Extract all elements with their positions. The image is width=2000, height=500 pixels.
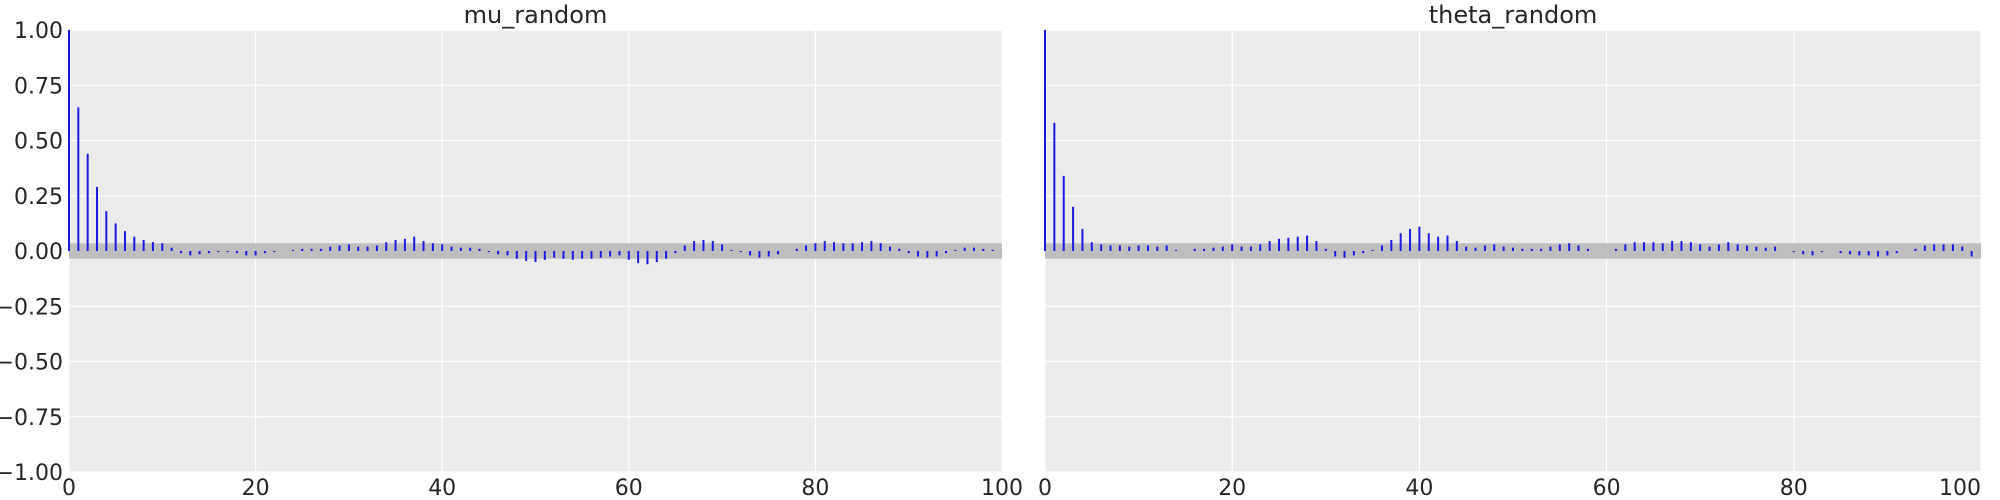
x-tick-labels: 0 20 40 60 80 100: [1038, 476, 1981, 500]
y-tick-label: −0.50: [0, 351, 63, 376]
x-tick-labels: 0 20 40 60 80 100: [62, 476, 1023, 500]
x-tick-label: 0: [62, 476, 76, 500]
panel-mu-random: 1.00 0.75 0.50 0.25 0.00 −0.25 −0.50 −0.75 −1.00…: [0, 1, 1023, 500]
y-tick-label: −0.75: [0, 406, 63, 431]
y-tick-label: 0.75: [14, 74, 63, 99]
x-tick-label: 20: [242, 476, 270, 500]
x-tick-label: 100: [1939, 476, 1981, 500]
x-tick-label: 60: [615, 476, 643, 500]
y-tick-label: 0.00: [14, 240, 63, 265]
x-tick-label: 40: [428, 476, 456, 500]
x-tick-label: 40: [1405, 476, 1433, 500]
y-tick-label: −1.00: [0, 461, 63, 486]
acf-bars: [68, 30, 994, 265]
x-tick-label: 20: [1218, 476, 1246, 500]
panel-title: mu_random: [464, 1, 608, 29]
y-tick-label: −0.25: [0, 295, 63, 320]
x-tick-label: 0: [1038, 476, 1052, 500]
panel-theta-random: 0 20 40 60 80 100 theta_random: [1038, 1, 1982, 500]
acf-bars: [1044, 30, 1973, 258]
x-tick-label: 80: [1780, 476, 1808, 500]
y-tick-labels: 1.00 0.75 0.50 0.25 0.00 −0.25 −0.50 −0.75 −1.00: [0, 19, 63, 486]
x-tick-label: 60: [1593, 476, 1621, 500]
y-tick-label: 0.50: [14, 130, 63, 155]
x-tick-label: 100: [981, 476, 1023, 500]
y-tick-label: 1.00: [14, 19, 63, 44]
panel-title: theta_random: [1429, 1, 1598, 29]
y-tick-label: 0.25: [14, 185, 63, 210]
x-tick-label: 80: [801, 476, 829, 500]
